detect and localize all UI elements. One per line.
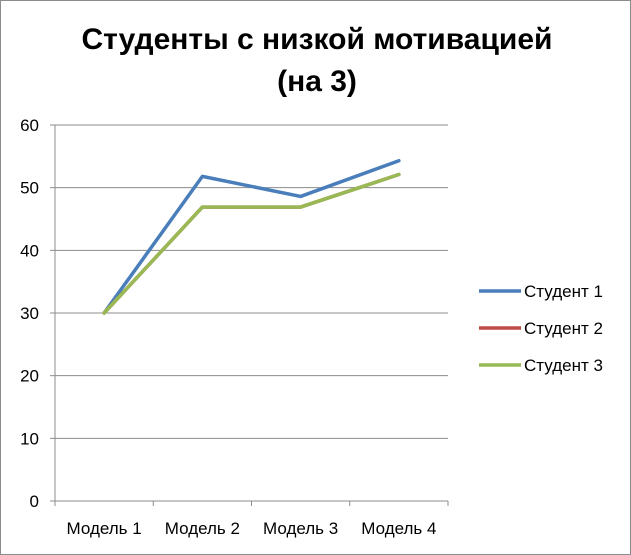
- chart-title-line-1: Студенты с низкой мотивацией: [81, 23, 552, 56]
- y-tick-label: 50: [20, 179, 39, 198]
- x-tick-label: Модель 4: [361, 519, 436, 538]
- series-lines: [102, 158, 401, 315]
- legend-label-1: Студент 1: [524, 282, 603, 301]
- y-tick-label: 0: [30, 492, 39, 511]
- chart-title-line-2: (на 3): [277, 65, 357, 98]
- x-tick-label: Модель 3: [263, 519, 338, 538]
- legend-label-2: Студент 2: [524, 319, 603, 338]
- legend-label-3: Студент 3: [524, 356, 603, 375]
- axes: 0 10 20 30 40 50 60 Модель 1 Модель 2 Модель 3 Мод…: [20, 116, 449, 538]
- series-line-1: [102, 158, 401, 315]
- y-tick-label: 40: [20, 241, 39, 260]
- y-tick-label: 60: [20, 116, 39, 135]
- x-tick-label: Модель 2: [165, 519, 240, 538]
- y-tick-label: 20: [20, 367, 39, 386]
- x-tick-label: Модель 1: [67, 519, 142, 538]
- y-tick-label: 10: [20, 429, 39, 448]
- y-tick-label: 30: [20, 304, 39, 323]
- series-line-3: [102, 172, 401, 315]
- gridlines: [55, 124, 448, 439]
- legend: Студент 1 Студент 2 Студент 3: [479, 282, 603, 375]
- series-line-2: [102, 172, 401, 315]
